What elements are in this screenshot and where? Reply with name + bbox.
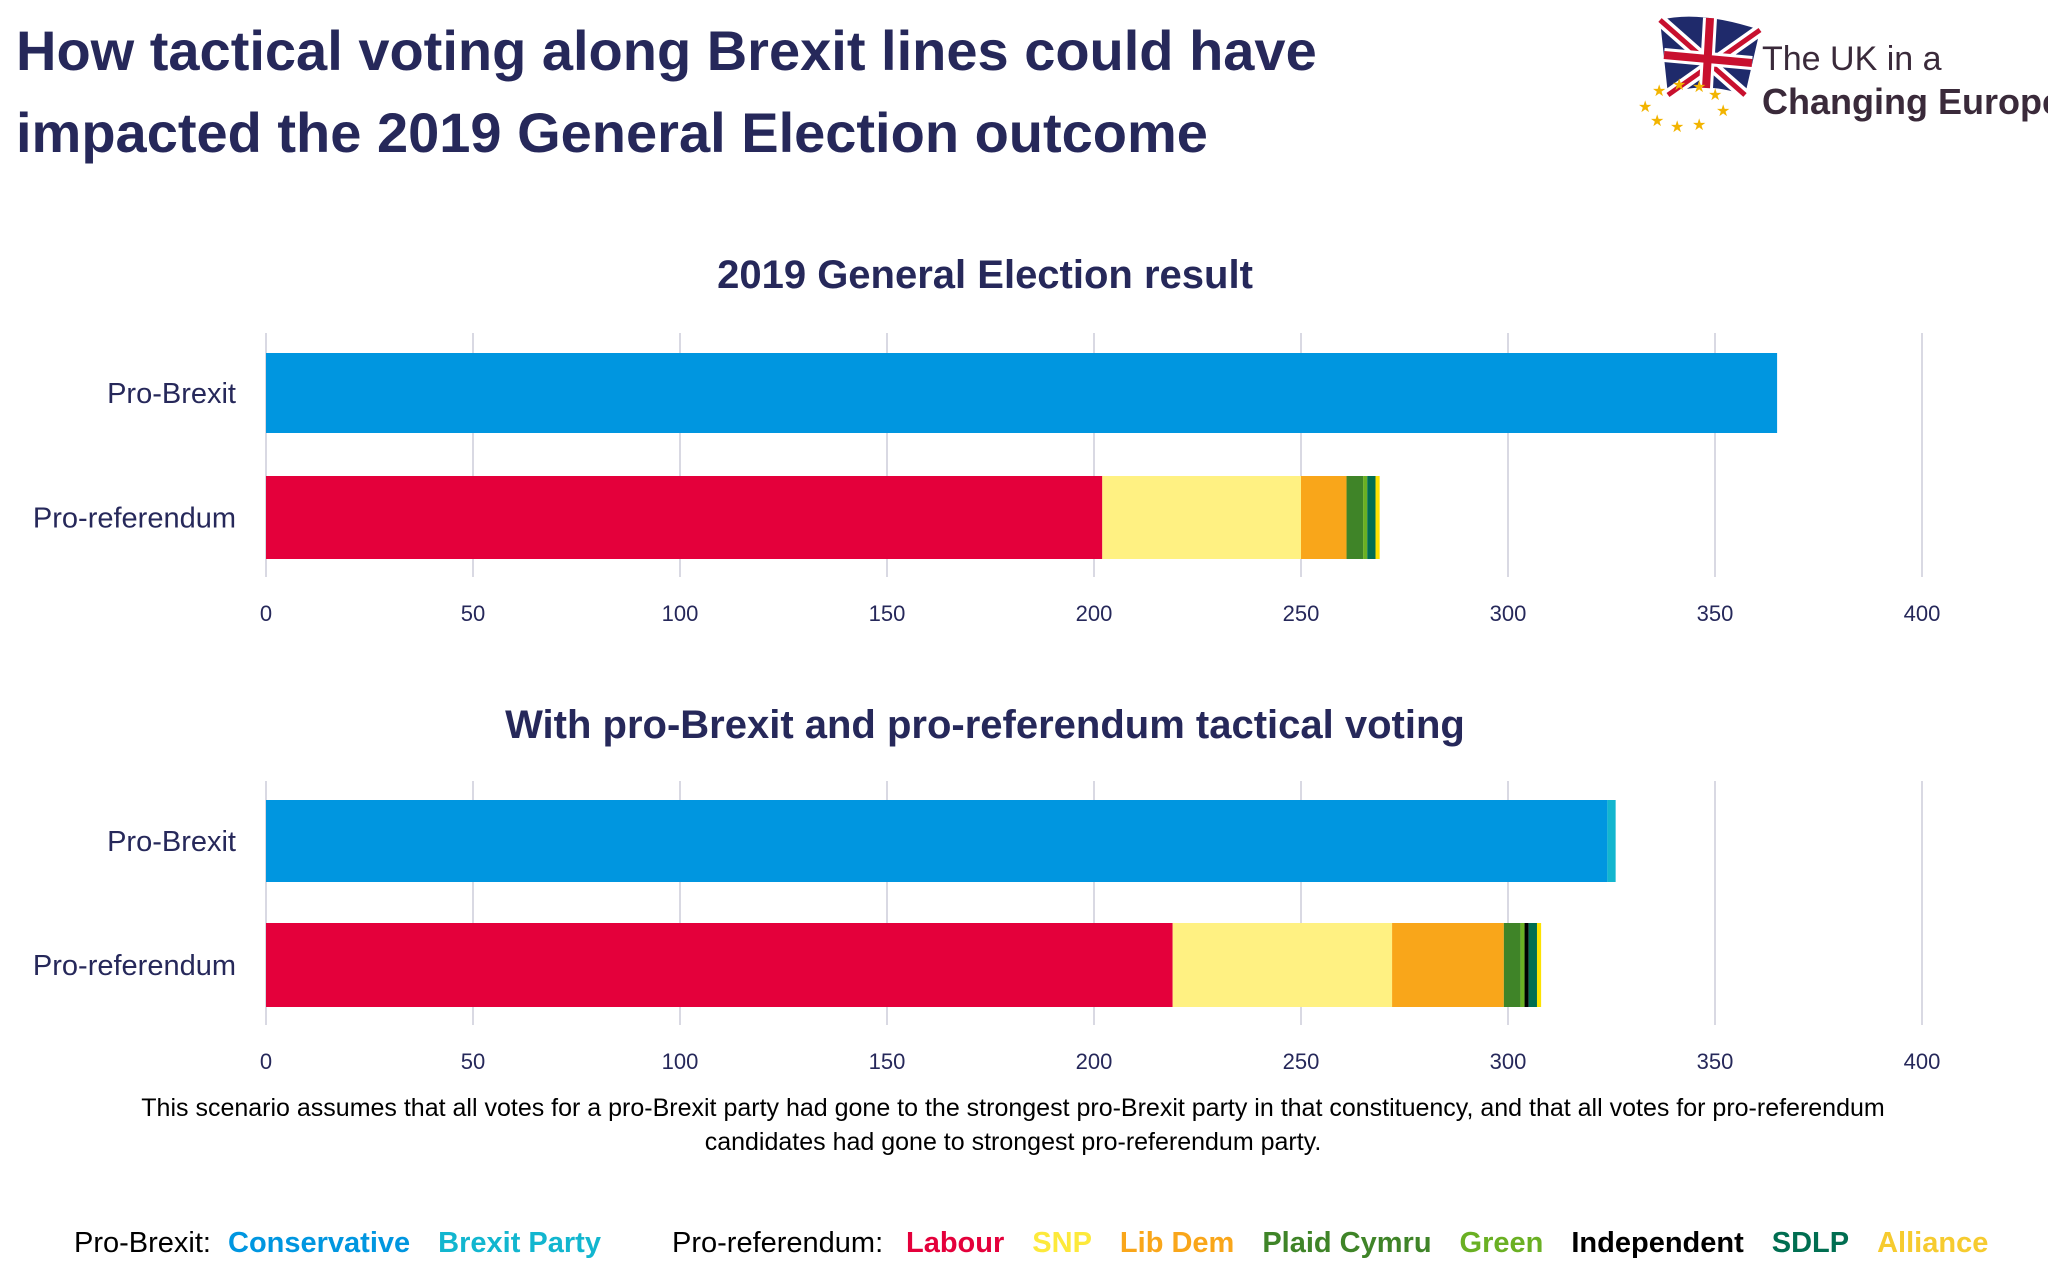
bar-segment-lib-dem xyxy=(1392,923,1504,1007)
x-tick-label: 100 xyxy=(662,601,699,626)
title-line-1: How tactical voting along Brexit lines c… xyxy=(16,19,1317,82)
legend-item: Independent xyxy=(1571,1227,1744,1259)
x-tick-label: 0 xyxy=(260,1049,272,1074)
bar-segment-green xyxy=(1520,923,1525,1007)
bar-segment-sdlp xyxy=(1367,476,1376,559)
note-line-2: candidates had gone to strongest pro-ref… xyxy=(705,1128,1322,1156)
bar-segment-conservative xyxy=(266,353,1778,433)
svg-text:★: ★ xyxy=(1692,117,1706,134)
union-flag-icon xyxy=(1656,15,1764,100)
x-tick-label: 250 xyxy=(1283,1049,1320,1074)
chart-title: 2019 General Election result xyxy=(717,253,1253,297)
x-tick-label: 400 xyxy=(1904,601,1941,626)
x-tick-label: 300 xyxy=(1490,601,1527,626)
svg-text:★: ★ xyxy=(1650,113,1664,130)
bar-segment-alliance xyxy=(1375,476,1380,559)
svg-text:★: ★ xyxy=(1716,103,1730,120)
category-label: Pro-referendum xyxy=(33,950,236,982)
x-tick-label: 250 xyxy=(1283,601,1320,626)
category-label: Pro-referendum xyxy=(33,503,236,535)
category-label: Pro-Brexit xyxy=(107,826,236,858)
logo-line-1: The UK in a xyxy=(1762,40,1942,78)
bar-segment-brexit-party xyxy=(1607,800,1616,882)
svg-text:★: ★ xyxy=(1708,87,1722,104)
x-tick-label: 100 xyxy=(662,1049,699,1074)
bar-segment-alliance xyxy=(1536,923,1542,1007)
x-tick-label: 200 xyxy=(1076,1049,1113,1074)
bar-segment-plaid-cymru xyxy=(1346,476,1364,559)
legend-item: SDLP xyxy=(1772,1227,1849,1259)
x-tick-label: 300 xyxy=(1490,1049,1527,1074)
legend-pro-brexit-label: Pro-Brexit: xyxy=(74,1227,211,1259)
category-label: Pro-Brexit xyxy=(107,378,236,410)
bar-segment-conservative xyxy=(266,800,1608,882)
svg-text:★: ★ xyxy=(1670,119,1684,136)
x-tick-label: 150 xyxy=(869,601,906,626)
svg-text:★: ★ xyxy=(1672,77,1686,94)
legend-item: Plaid Cymru xyxy=(1262,1227,1431,1259)
logo: ★★ ★ ★ ★★ ★ ★ ★ The UK in a Changing Europe xyxy=(1638,15,2048,136)
x-tick-label: 50 xyxy=(461,601,485,626)
eu-stars-icon: ★★ ★ ★ ★★ ★ ★ ★ xyxy=(1638,77,1730,136)
legend-item: Lib Dem xyxy=(1120,1227,1234,1259)
x-tick-label: 50 xyxy=(461,1049,485,1074)
x-tick-label: 350 xyxy=(1697,1049,1734,1074)
bar-segment-lib-dem xyxy=(1301,476,1347,559)
legend-pro-referendum-label: Pro-referendum: xyxy=(672,1227,883,1259)
chart-2019-result: 2019 General Election result 0 50 100 150 20… xyxy=(33,253,1940,626)
svg-text:★: ★ xyxy=(1652,83,1666,100)
logo-line-2: Changing Europe xyxy=(1762,81,2048,122)
svg-text:★: ★ xyxy=(1692,79,1706,96)
x-tick-label: 350 xyxy=(1697,601,1734,626)
legend-item: Conservative xyxy=(228,1227,410,1259)
legend-item: Labour xyxy=(906,1227,1004,1259)
bar-segment-snp xyxy=(1102,476,1301,559)
chart-title: With pro-Brexit and pro-referendum tacti… xyxy=(505,703,1465,747)
bar-segment-green xyxy=(1363,476,1368,559)
legend-item: Green xyxy=(1460,1227,1544,1259)
x-tick-label: 200 xyxy=(1076,601,1113,626)
x-tick-label: 0 xyxy=(260,601,272,626)
title-line-2: impacted the 2019 General Election outco… xyxy=(16,101,1208,164)
bar-segment-labour xyxy=(266,923,1173,1007)
bar-segment-independent xyxy=(1524,923,1529,1007)
x-tick-label: 150 xyxy=(869,1049,906,1074)
legend-item: SNP xyxy=(1032,1227,1092,1259)
note-line-1: This scenario assumes that all votes for… xyxy=(141,1094,1884,1122)
bar-segment-labour xyxy=(266,476,1103,559)
bar-segment-sdlp xyxy=(1528,923,1537,1007)
bar-segment-plaid-cymru xyxy=(1503,923,1521,1007)
legend-item: Alliance xyxy=(1877,1227,1988,1259)
bar-segment-snp xyxy=(1172,923,1393,1007)
legend: Pro-Brexit: Pro-referendum: Conservative… xyxy=(74,1227,1988,1259)
svg-text:★: ★ xyxy=(1638,99,1652,116)
legend-item: Brexit Party xyxy=(438,1227,601,1259)
chart-tactical-voting: With pro-Brexit and pro-referendum tacti… xyxy=(33,703,1940,1074)
x-tick-label: 400 xyxy=(1904,1049,1941,1074)
